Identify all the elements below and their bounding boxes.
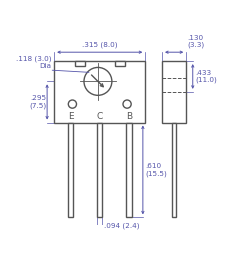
Circle shape [84,67,112,95]
Bar [172,122,176,217]
Text: .118 (3.0)
Dia: .118 (3.0) Dia [16,56,51,69]
Bar [97,122,102,217]
Text: B: B [126,112,132,121]
Text: .315 (8.0): .315 (8.0) [82,41,118,48]
Bar [115,61,125,66]
Bar [126,122,132,217]
Bar [68,122,73,217]
Bar [162,61,186,122]
Text: .295
(7.5): .295 (7.5) [29,95,46,109]
Circle shape [123,100,131,108]
Circle shape [68,100,77,108]
Text: .433
(11.0): .433 (11.0) [195,70,217,83]
Text: C: C [97,112,103,121]
Text: E: E [68,112,73,121]
Text: .610
(15.5): .610 (15.5) [145,163,167,177]
Bar [75,61,85,66]
Text: .094 (2.4): .094 (2.4) [104,222,140,229]
Text: .130
(3.3): .130 (3.3) [187,35,204,49]
Bar [54,61,145,122]
